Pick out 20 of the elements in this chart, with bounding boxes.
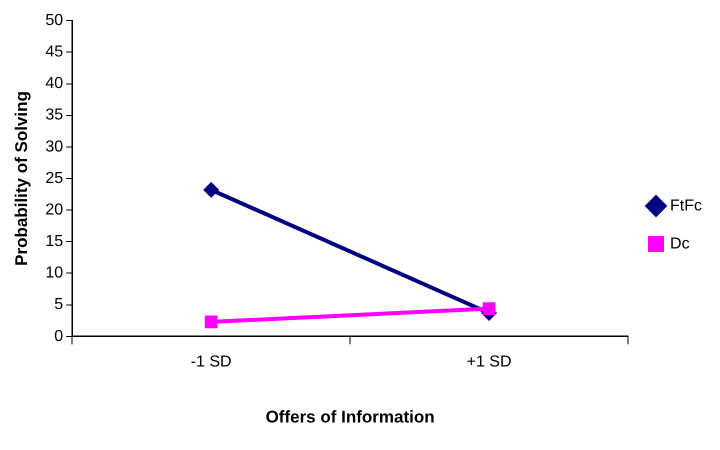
x-axis-title: Offers of Information	[266, 407, 435, 426]
point	[482, 302, 496, 315]
x-tick-label: +1 SD	[466, 353, 512, 370]
point	[204, 316, 218, 328]
point	[203, 182, 220, 198]
x-tick-label: -1 SD	[190, 353, 232, 370]
y-tick-label: 20	[45, 201, 64, 218]
y-tick-label: 5	[54, 296, 64, 314]
legend-label: FtFc	[670, 197, 702, 214]
y-tick-label: 0	[54, 328, 64, 345]
y-tick-label: 25	[45, 170, 64, 187]
y-tick-label: 15	[45, 233, 64, 250]
y-tick-label: 45	[45, 44, 64, 61]
y-axis-title: Probability of Solving	[12, 91, 31, 266]
y-tick-label: 10	[45, 264, 64, 282]
y-tick-label: 35	[45, 106, 64, 124]
y-tick-label: 30	[45, 138, 64, 156]
legend-label: Dc	[670, 235, 690, 252]
y-tick-label: 50	[45, 12, 64, 30]
y-tick-label: 40	[45, 75, 64, 92]
